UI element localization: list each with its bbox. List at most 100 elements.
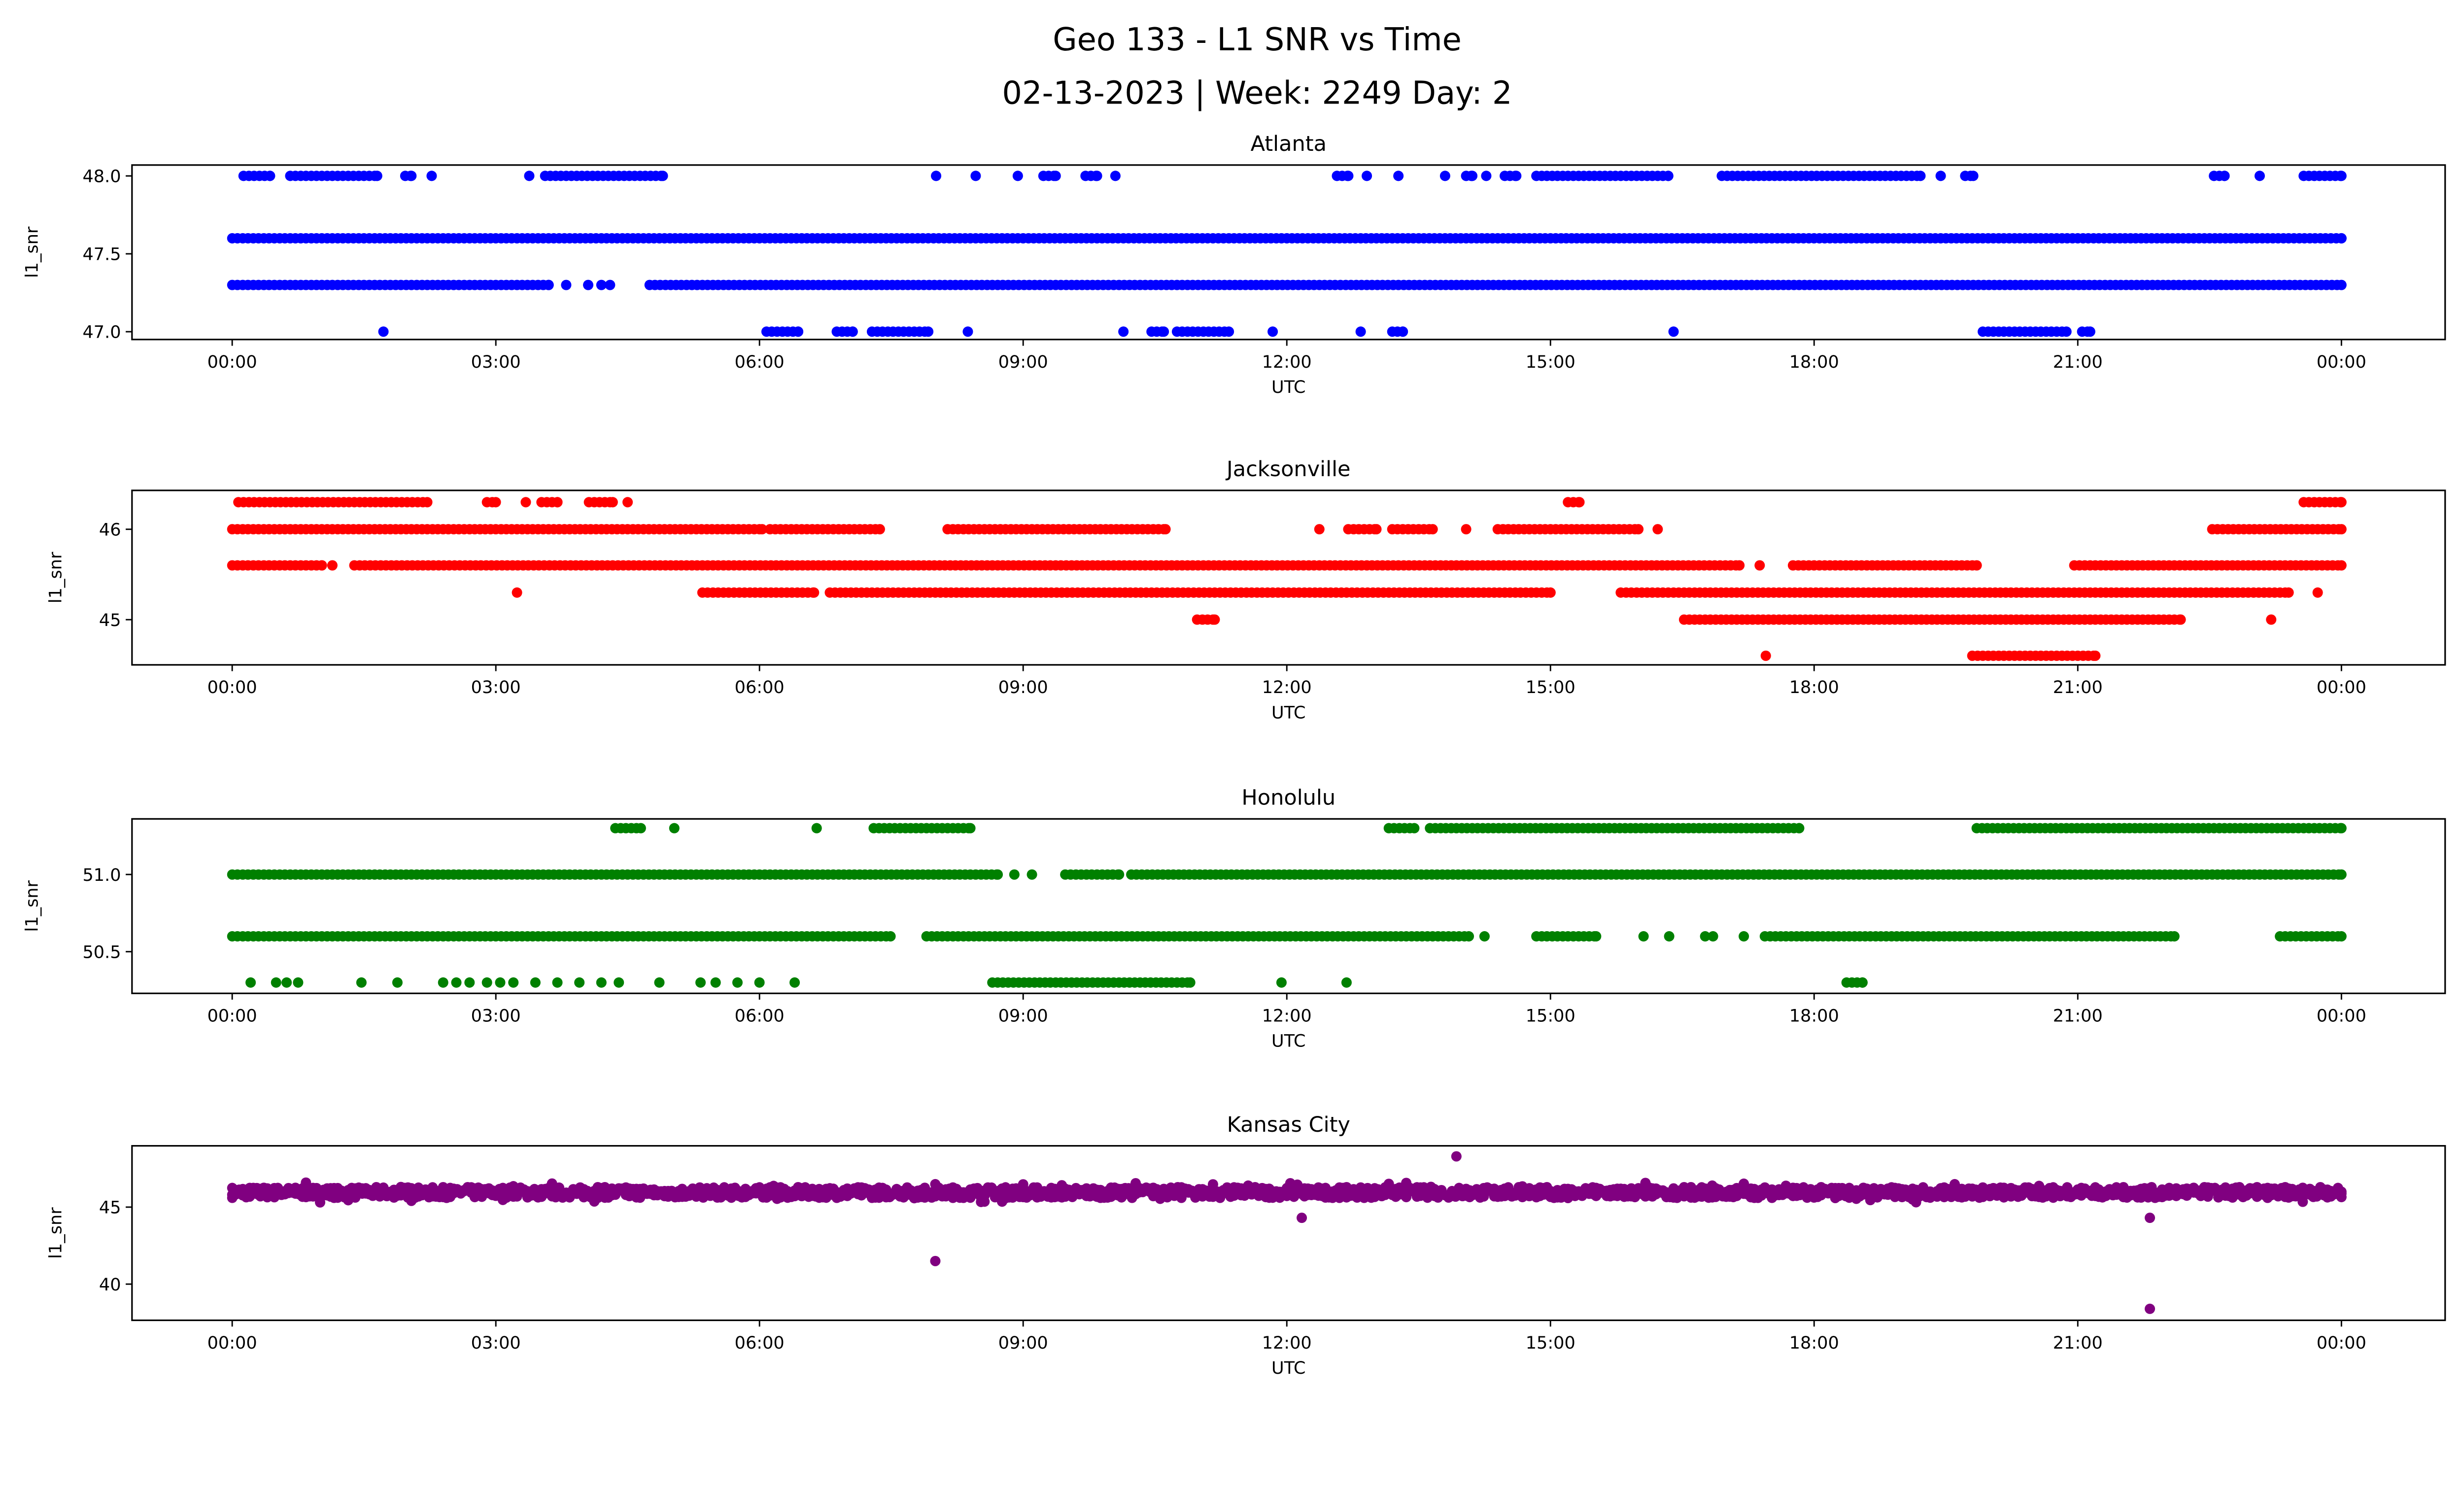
data-point (1915, 171, 1926, 181)
data-point (2175, 614, 2186, 625)
x-tick-label: 18:00 (1789, 677, 1839, 697)
data-point (561, 279, 572, 290)
axes-frame (131, 164, 2446, 341)
data-point (438, 977, 448, 988)
x-tick-label: 18:00 (1789, 352, 1839, 372)
data-point (1664, 931, 1675, 942)
y-axis-label: l1_snr (22, 880, 42, 932)
data-point (1668, 326, 1679, 337)
data-point (552, 497, 563, 508)
data-point (451, 977, 462, 988)
data-point (2336, 931, 2347, 942)
data-point (2336, 869, 2347, 880)
data-point (2336, 171, 2347, 181)
data-point (622, 497, 633, 508)
data-point (754, 977, 765, 988)
data-point (392, 977, 403, 988)
data-point (1114, 869, 1125, 880)
data-point (1700, 931, 1711, 942)
data-point (1464, 931, 1474, 942)
data-point (1092, 171, 1102, 181)
y-tick-label: 51.0 (82, 865, 121, 885)
scatter-series (227, 823, 2347, 988)
data-point (265, 171, 275, 181)
data-point (607, 497, 618, 508)
x-tick-label: 09:00 (998, 352, 1048, 372)
data-point (1760, 650, 1771, 661)
data-point (2219, 171, 2230, 181)
data-point (2336, 823, 2347, 834)
x-tick-label: 00:00 (2317, 677, 2366, 697)
data-point (2312, 587, 2323, 598)
scatter-series (227, 171, 2347, 337)
data-point (710, 977, 721, 988)
x-axis-label: UTC (1271, 377, 1306, 397)
data-point (1398, 326, 1408, 337)
data-point (1638, 931, 1649, 942)
x-tick-label: 12:00 (1262, 352, 1312, 372)
panel-honolulu: 50.551.000:00 03:00 06:00 09:00 12:00 15:00 18… (22, 786, 2446, 1051)
x-tick-label: 09:00 (998, 677, 1048, 697)
data-point (1574, 497, 1585, 508)
data-point (1160, 524, 1171, 535)
data-point (1209, 614, 1220, 625)
data-point (1467, 171, 1478, 181)
data-point (970, 171, 981, 181)
x-tick-label: 21:00 (2053, 677, 2103, 697)
y-tick-label: 48.0 (82, 167, 121, 187)
data-point (757, 524, 768, 535)
x-tick-label: 03:00 (471, 352, 521, 372)
y-tick-label: 47.5 (82, 244, 121, 265)
data-point (543, 279, 554, 290)
data-point (2336, 279, 2347, 290)
data-point (847, 326, 858, 337)
data-point (1009, 869, 1020, 880)
y-axis-label: l1_snr (45, 552, 66, 603)
chart-title-line2: 02-13-2023 | Week: 2249 Day: 2 (1002, 75, 1512, 111)
data-point (1276, 977, 1287, 988)
data-point (1110, 171, 1121, 181)
data-point (695, 977, 706, 988)
chart: Geo 133 - L1 SNR vs Time 02-13-2023 | We… (22, 22, 2446, 1378)
data-point (520, 497, 531, 508)
data-point (1971, 560, 1982, 571)
data-point (281, 977, 292, 988)
data-point (605, 279, 616, 290)
x-tick-label: 12:00 (1262, 677, 1312, 697)
data-point (1012, 171, 1023, 181)
data-point (356, 977, 367, 988)
subplot-title: Honolulu (1241, 786, 1335, 810)
x-tick-label: 18:00 (1789, 1006, 1839, 1026)
data-point (481, 977, 492, 988)
data-point (614, 977, 624, 988)
data-point (583, 279, 594, 290)
data-point (874, 524, 885, 535)
data-point (657, 171, 668, 181)
x-tick-label: 03:00 (471, 677, 521, 697)
data-point (1393, 171, 1404, 181)
data-point (316, 560, 327, 571)
data-point (271, 977, 281, 988)
data-point (1968, 171, 1979, 181)
data-point (1511, 171, 1522, 181)
data-point (596, 279, 607, 290)
data-point (2061, 326, 2072, 337)
data-point (931, 171, 942, 181)
data-point (2336, 524, 2347, 535)
data-point (464, 977, 475, 988)
x-tick-label: 21:00 (2053, 352, 2103, 372)
x-tick-label: 00:00 (207, 677, 257, 697)
data-point (669, 823, 680, 834)
data-point (923, 326, 934, 337)
data-point (1734, 560, 1745, 571)
data-point (1794, 823, 1805, 834)
data-point (1118, 326, 1129, 337)
scatter-series (227, 497, 2347, 661)
subplots: 47.047.548.000:00 03:00 06:00 09:00 12:00 15:… (22, 132, 2446, 1378)
data-point (2266, 614, 2277, 625)
x-tick-label: 15:00 (1526, 1006, 1575, 1026)
data-point (992, 869, 1003, 880)
data-point (574, 977, 585, 988)
data-point (1461, 524, 1472, 535)
